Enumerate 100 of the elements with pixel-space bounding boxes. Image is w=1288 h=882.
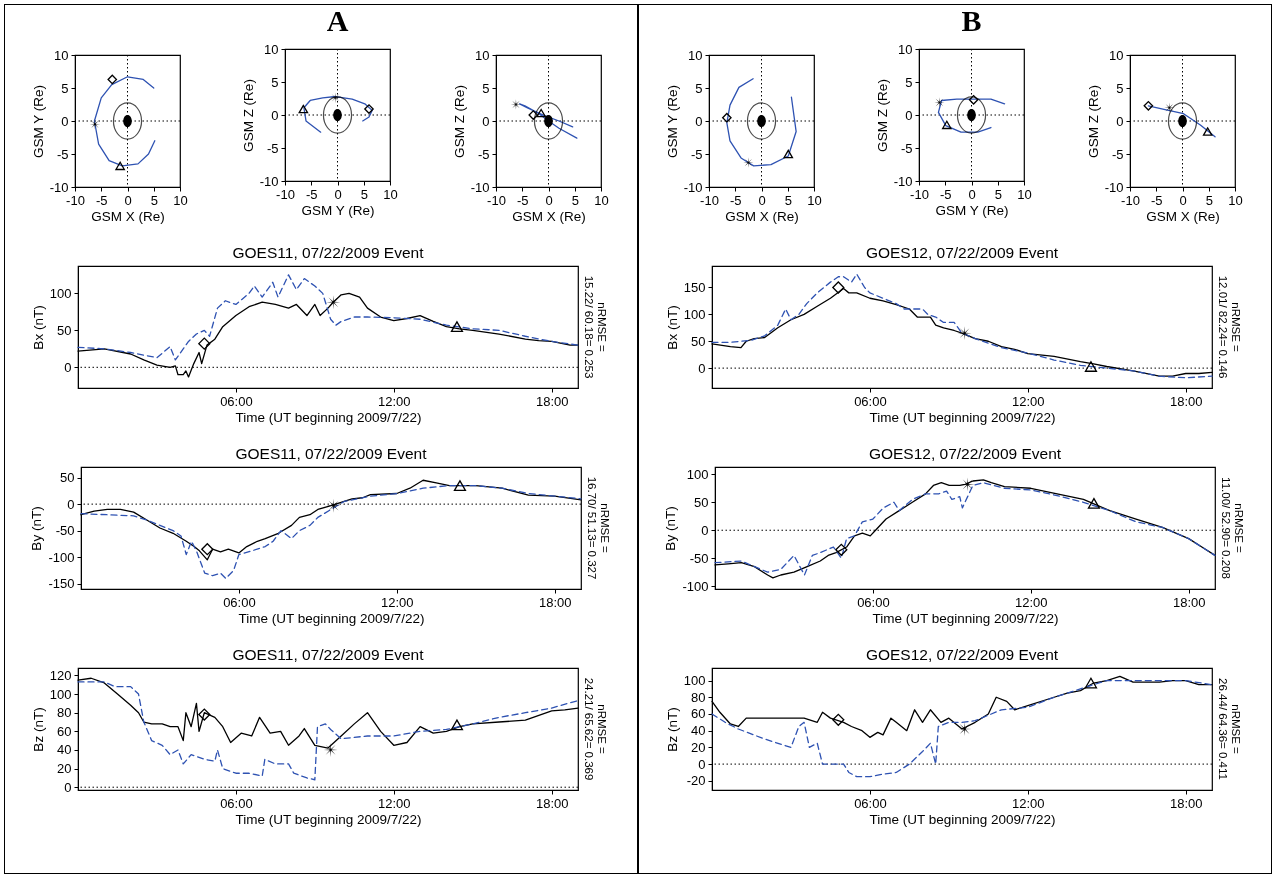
- x-axis-title: Time (UT beginning 2009/7/22): [235, 811, 422, 827]
- y-tick-label: 80: [57, 705, 72, 721]
- point: [1203, 127, 1213, 136]
- x-tick-label: -5: [940, 186, 953, 202]
- y-tick-label: 0: [61, 113, 69, 129]
- y-tick-label: 5: [695, 80, 703, 96]
- chart-title: GOES12, 07/22/2009 Event: [865, 645, 1059, 663]
- x-tick-label: 10: [173, 192, 188, 208]
- y-axis-title: GSM Z (Re): [241, 79, 257, 152]
- x-tick-label: 12:00: [1012, 795, 1045, 811]
- point: [107, 74, 117, 85]
- y-axis-title: GSM Z (Re): [1085, 85, 1101, 158]
- x-tick-label: 10: [383, 186, 399, 202]
- y-tick-label: 150: [683, 280, 706, 295]
- line-series: [77, 274, 579, 361]
- x-tick-label: 10: [1228, 192, 1243, 208]
- x-tick-label: 06:00: [856, 594, 890, 610]
- x-tick-label: 10: [1017, 186, 1033, 202]
- point: [834, 543, 847, 556]
- chart-title: GOES12, 07/22/2009 Event: [868, 444, 1062, 462]
- x-tick-label: 06:00: [222, 594, 256, 610]
- x-tick-label: 18:00: [1169, 795, 1203, 811]
- text: nRMSE =: [596, 704, 608, 755]
- text: nRMSE =: [596, 302, 608, 353]
- y-axis-title: Bx (nT): [664, 305, 680, 350]
- y-tick-label: -50: [55, 523, 74, 539]
- y-tick-label: 0: [700, 522, 708, 538]
- point: [115, 161, 125, 171]
- x-axis-title: GSM X (Re): [512, 208, 586, 224]
- line-series: [711, 679, 1213, 778]
- y-tick-label: 0: [905, 107, 913, 123]
- x-axis-title: GSM Y (Re): [935, 202, 1009, 218]
- y-tick-label: 10: [53, 47, 69, 63]
- panel-frame: -10 -5 0 5 10 GSM X (Re) -10 -5 0 5 10 GSM Y (Re) -10 -5 0 5 10 GSM Y (Re) -10 -5 0 5 10 GSM Z (Re) B -10 -5 0 5 10 GSM X (Re) -10 -5 0 5 10 GSM Z (Re) 06:00 12:00 18:00 Time (UT beginning 2009/7/22) 0 50 100 150 Bx (nT) nRMSE = 12.01/ 82.24= 0.146 GOES12, 07/22/2009 Event 06:00 12:00 18:00 Time (UT beginning 2009/7/22) -100 -50 0 50 100 By (nT) nRMSE = 11.00/ 52.90= 0.208 GOES12, 07/22/2009 Event 06:00 12:00 18:00 Time (UT beginning 2009/7/22) -20 0 20 40 60 80 100 Bz (nT) nRMSE = 26.44/ 64.36= 0.411 GOES12, 07/22/2009 Event: [638, 4, 1272, 874]
- x-tick-label: -5: [1151, 192, 1163, 208]
- y-tick-label: -100: [681, 578, 708, 594]
- y-tick-label: 50: [691, 333, 706, 349]
- point: [721, 112, 732, 123]
- x-axis-title: Time (UT beginning 2009/7/22): [871, 610, 1059, 626]
- line-series: [79, 479, 582, 561]
- x-tick-label: -5: [517, 192, 529, 208]
- y-tick-label: -5: [56, 146, 69, 162]
- point: [742, 157, 754, 168]
- y-axis-title: GSM Y (Re): [30, 84, 46, 159]
- text: nRMSE =: [1230, 302, 1242, 353]
- y-tick-label: 0: [698, 360, 706, 376]
- y-tick-label: -10: [260, 173, 279, 189]
- y-tick-label: 5: [482, 80, 490, 96]
- chart-title: GOES11, 07/22/2009 Event: [232, 243, 425, 261]
- text: 12.01/ 82.24= 0.146: [1217, 275, 1229, 379]
- x-tick-label: 12:00: [1014, 594, 1048, 610]
- x-tick-label: 5: [784, 192, 792, 208]
- x-axis-title: GSM X (Re): [1146, 208, 1220, 224]
- text: 26.44/ 64.36= 0.411: [1217, 678, 1229, 780]
- y-tick-label: 5: [271, 74, 279, 90]
- x-axis-title: Time (UT beginning 2009/7/22): [869, 811, 1056, 827]
- x-tick-label: 10: [807, 192, 822, 208]
- text: 16.70/ 51.13= 0.327: [585, 476, 598, 580]
- y-tick-label: -5: [267, 140, 279, 156]
- y-axis-title: By (nT): [28, 506, 44, 551]
- x-tick-label: 0: [1179, 192, 1187, 208]
- line-series: [711, 273, 1213, 379]
- y-tick-label: 50: [57, 322, 72, 338]
- x-tick-label: 06:00: [854, 795, 887, 811]
- x-axis-title: GSM X (Re): [91, 208, 165, 224]
- y-axis-title: Bx (nT): [30, 305, 46, 350]
- x-tick-label: 5: [995, 186, 1003, 202]
- point: [198, 708, 211, 721]
- x-tick-label: 0: [545, 192, 553, 208]
- y-tick-label: 5: [61, 80, 69, 96]
- line-series: [77, 681, 579, 781]
- y-tick-label: 20: [691, 739, 706, 755]
- point: [832, 281, 845, 294]
- x-tick-label: 06:00: [220, 393, 253, 409]
- line-series: [79, 484, 582, 580]
- x-tick-label: 12:00: [378, 795, 411, 811]
- y-tick-label: -150: [47, 576, 74, 592]
- chart-title: GOES11, 07/22/2009 Event: [234, 444, 427, 462]
- x-axis-title: Time (UT beginning 2009/7/22): [869, 409, 1056, 425]
- x-axis-title: Time (UT beginning 2009/7/22): [237, 610, 425, 626]
- y-tick-label: 0: [482, 113, 490, 129]
- y-tick-label: 50: [59, 470, 74, 486]
- x-tick-label: 06:00: [220, 795, 253, 811]
- y-tick-label: 5: [1116, 80, 1124, 96]
- x-tick-label: 0: [968, 186, 977, 202]
- x-tick-label: 18:00: [1169, 393, 1203, 409]
- y-tick-label: 60: [57, 723, 72, 739]
- text: 11.00/ 52.90= 0.208: [1219, 477, 1232, 579]
- y-tick-label: 10: [898, 41, 913, 57]
- panel-frame: -10 -5 0 5 10 GSM X (Re) -10 -5 0 5 10 GSM Y (Re) -10 -5 0 5 10 GSM Y (Re) -10 -5 0 5 10 GSM Z (Re) A -10 -5 0 5 10 GSM X (Re) -10 -5 0 5 10 GSM Z (Re) 06:00 12:00 18:00 Time (UT beginning 2009/7/22) 0 50 100 Bx (nT) nRMSE = 15.22/ 60.18= 0.253 GOES11, 07/22/2009 Event 06:00 12:00 18:00 Time (UT beginning 2009/7/22) -150 -100 -50 0 50 By (nT) nRMSE = 16.70/ 51.13= 0.327 GOES11, 07/22/2009 Event 06:00 12:00 18:00 Time (UT beginning 2009/7/22) 0 20 40 60 80 100 120 Bz (nT) nRMSE = 24.21/ 65.62= 0.369 GOES11, 07/22/2009 Event: [4, 4, 638, 874]
- text: nRMSE =: [598, 503, 611, 554]
- point: [960, 477, 975, 492]
- x-tick-label: -5: [729, 192, 742, 208]
- point: [453, 480, 466, 491]
- point: [450, 719, 464, 731]
- text: nRMSE =: [1232, 503, 1245, 554]
- x-tick-label: 10: [594, 192, 609, 208]
- y-tick-label: 20: [57, 761, 72, 777]
- point: [783, 149, 793, 159]
- y-tick-label: -20: [686, 773, 706, 789]
